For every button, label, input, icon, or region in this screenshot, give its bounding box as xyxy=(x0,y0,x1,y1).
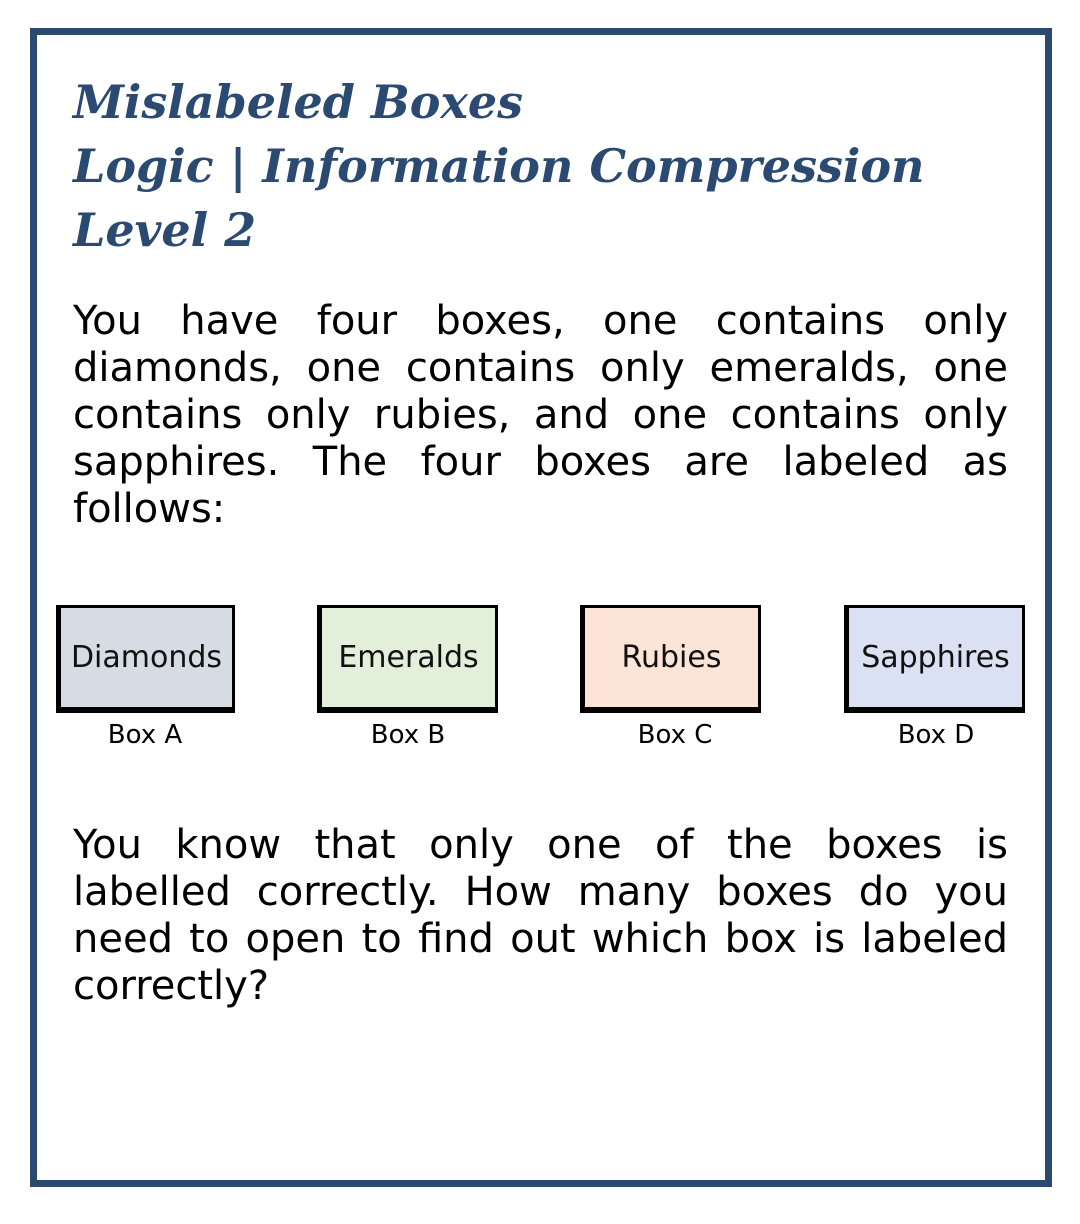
title-category: Logic | Information Compression xyxy=(73,139,925,193)
box-a-name: Box A xyxy=(107,720,183,750)
title-level: Level 2 xyxy=(73,203,257,257)
intro-text: You have four boxes, one contains only d… xyxy=(73,298,1008,532)
question-text: You know that only one of the boxes is l… xyxy=(73,822,1008,1009)
box-a-label: Diamonds xyxy=(56,605,235,713)
box-b-name: Box B xyxy=(370,720,446,750)
box-b-label: Emeralds xyxy=(317,605,498,713)
box-c-label: Rubies xyxy=(580,605,761,713)
title-block: Mislabeled Boxes Logic | Information Com… xyxy=(73,70,924,262)
box-c-name: Box C xyxy=(637,720,713,750)
box-d-name: Box D xyxy=(897,720,975,750)
box-d-label: Sapphires xyxy=(844,605,1025,713)
title-heading: Mislabeled Boxes xyxy=(73,75,524,129)
